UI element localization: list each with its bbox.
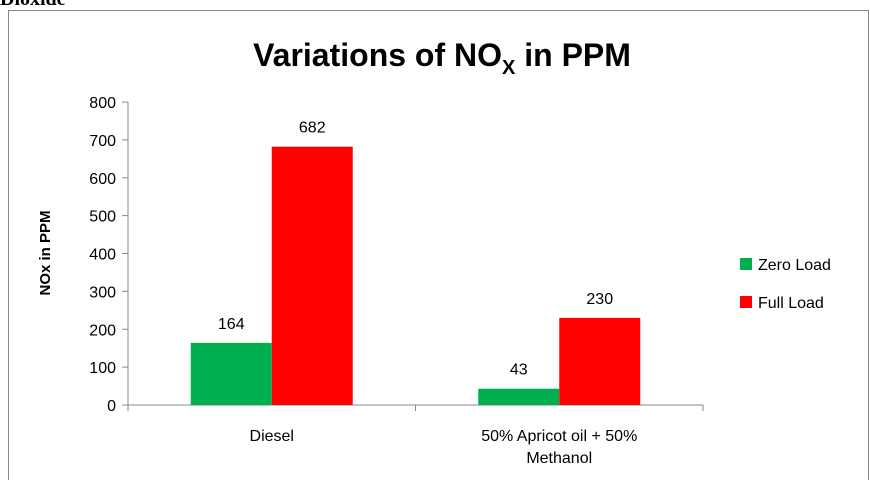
bar <box>271 146 353 405</box>
bar <box>559 317 641 405</box>
y-tick-label: 500 <box>89 209 116 226</box>
x-tick-label: 50% Apricot oil + 50% Methanol <box>481 428 638 467</box>
x-tick-label: Diesel <box>249 428 294 445</box>
y-tick-label: 600 <box>89 171 116 188</box>
y-axis-label: NOx in PPM <box>37 210 54 295</box>
data-label: 164 <box>218 316 245 333</box>
bar <box>190 342 272 405</box>
page-heading: Dioxide <box>0 0 66 11</box>
title-suffix: in PPM <box>515 37 631 73</box>
y-tick-label: 400 <box>89 247 116 264</box>
y-tick-label: 200 <box>89 322 116 339</box>
bar <box>478 388 560 405</box>
data-label: 682 <box>299 120 326 137</box>
data-label: 43 <box>510 362 528 379</box>
legend-swatch <box>740 258 752 270</box>
y-tick-label: 0 <box>107 398 116 415</box>
y-tick-label: 300 <box>89 284 116 301</box>
data-label: 230 <box>586 291 613 308</box>
title-main: Variations of NO <box>253 37 502 73</box>
y-tick-label: 700 <box>89 133 116 150</box>
title-subscript: X <box>502 57 516 79</box>
legend-label: Full Load <box>758 295 824 312</box>
y-tick-label: 100 <box>89 360 116 377</box>
legend-swatch <box>740 296 752 308</box>
chart-border <box>8 10 869 480</box>
legend-label: Zero Load <box>758 257 831 274</box>
y-tick-label: 800 <box>89 95 116 112</box>
chart-title: Variations of NOX in PPM <box>253 37 631 79</box>
